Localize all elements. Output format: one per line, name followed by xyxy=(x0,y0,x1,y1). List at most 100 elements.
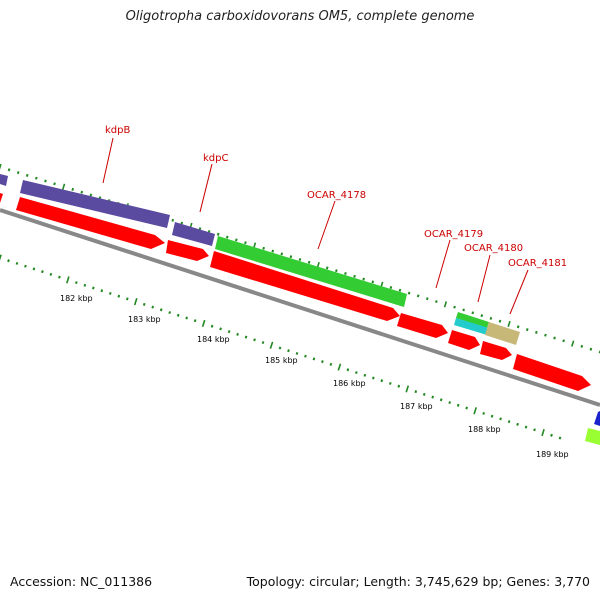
minor-tick xyxy=(58,275,61,279)
minor-tick xyxy=(261,341,265,345)
gene-kdpA-fragment[interactable] xyxy=(0,174,8,186)
minor-tick xyxy=(344,272,347,275)
minor-tick xyxy=(176,313,180,317)
minor-tick xyxy=(180,221,184,225)
gene-OCAR-4179[interactable] xyxy=(456,312,489,328)
minor-tick xyxy=(171,218,175,222)
gene-OCAR-4180[interactable] xyxy=(454,318,489,335)
cds-arrow[interactable] xyxy=(210,251,400,321)
minor-tick xyxy=(558,436,562,440)
minor-tick xyxy=(225,235,229,239)
minor-tick xyxy=(471,311,475,315)
outer-feature-track xyxy=(0,174,600,445)
minor-tick xyxy=(24,264,27,268)
minor-tick xyxy=(235,238,238,242)
major-tick xyxy=(0,163,2,170)
minor-tick xyxy=(355,371,358,374)
minor-tick xyxy=(216,232,220,236)
major-tick xyxy=(571,340,575,347)
minor-tick xyxy=(295,351,299,355)
minor-tick xyxy=(7,259,10,263)
minor-tick xyxy=(524,425,528,429)
major-tick xyxy=(269,341,274,349)
minor-tick xyxy=(271,249,275,253)
minor-tick xyxy=(439,398,443,402)
major-tick xyxy=(443,301,448,308)
minor-tick xyxy=(307,260,311,264)
minor-tick xyxy=(25,173,29,177)
gene-label-OCAR-4181[interactable]: OCAR_4181 xyxy=(508,258,567,269)
minor-tick xyxy=(100,289,104,293)
minor-tick xyxy=(278,346,282,350)
minor-tick xyxy=(480,314,484,318)
major-tick xyxy=(62,183,66,190)
scale-label: 187 kbp xyxy=(400,402,433,411)
scale-labels: 182 kbp 183 kbp 184 kbp 185 kbp 186 kbp … xyxy=(60,294,569,459)
minor-tick xyxy=(398,288,402,292)
minor-tick xyxy=(117,294,121,298)
minor-tick xyxy=(168,311,172,315)
minor-tick xyxy=(219,327,222,331)
minor-tick xyxy=(325,266,329,270)
major-tick xyxy=(507,320,511,328)
major-tick xyxy=(201,319,206,328)
minor-tick xyxy=(533,428,536,432)
major-tick xyxy=(133,298,138,306)
gene-blue-feature[interactable] xyxy=(594,411,600,426)
minor-tick xyxy=(312,357,316,361)
minor-tick xyxy=(516,422,519,426)
cds-arrow[interactable] xyxy=(16,197,165,249)
minor-tick xyxy=(244,335,248,339)
minor-tick xyxy=(244,241,247,245)
minor-tick xyxy=(53,182,56,186)
major-tick xyxy=(337,363,342,371)
minor-tick xyxy=(151,305,155,309)
major-tick xyxy=(66,276,70,284)
minor-tick xyxy=(185,316,188,320)
minor-tick xyxy=(142,302,146,306)
minor-tick xyxy=(16,171,20,175)
minor-tick xyxy=(482,412,485,415)
minor-tick xyxy=(7,168,11,172)
scale-label: 182 kbp xyxy=(60,294,93,303)
minor-tick xyxy=(92,286,95,290)
gene-label-OCAR-4178[interactable]: OCAR_4178 xyxy=(307,190,366,201)
gene-OCAR-4181[interactable] xyxy=(485,322,520,345)
minor-tick xyxy=(431,395,435,399)
gene-kdpC[interactable] xyxy=(172,222,215,246)
scale-label: 184 kbp xyxy=(197,335,230,344)
minor-tick xyxy=(416,294,420,298)
minor-tick xyxy=(262,246,265,250)
minor-tick xyxy=(407,291,411,295)
minor-tick xyxy=(289,255,293,259)
minor-tick xyxy=(108,291,112,295)
scale-label: 185 kbp xyxy=(265,356,298,365)
minor-tick xyxy=(353,274,356,278)
gene-label-OCAR-4179[interactable]: OCAR_4179 xyxy=(424,229,483,240)
cds-arrow[interactable] xyxy=(0,193,3,203)
minor-tick xyxy=(89,193,93,197)
gene-label-kdpC[interactable]: kdpC xyxy=(203,153,228,164)
gene-labels: kdpB kdpC OCAR_4178 OCAR_4179 OCAR_4180 … xyxy=(102,125,567,315)
minor-tick xyxy=(489,316,493,320)
minor-tick xyxy=(435,300,438,303)
minor-tick xyxy=(553,336,556,340)
cds-arrow[interactable] xyxy=(397,313,448,338)
gene-OCAR-4178[interactable] xyxy=(215,236,407,307)
minor-tick xyxy=(422,392,426,396)
gene-kdpB[interactable] xyxy=(20,180,170,228)
minor-tick xyxy=(453,305,456,309)
gene-label-kdpB[interactable]: kdpB xyxy=(105,125,130,136)
minor-tick xyxy=(32,267,36,271)
gene-label-OCAR-4180[interactable]: OCAR_4180 xyxy=(464,243,523,254)
cds-arrow[interactable] xyxy=(513,354,591,391)
cds-arrow[interactable] xyxy=(480,341,512,360)
minor-tick xyxy=(362,277,365,281)
cds-arrow[interactable] xyxy=(166,240,209,261)
minor-tick xyxy=(210,324,214,328)
gene-lime-feature[interactable] xyxy=(585,428,600,445)
minor-tick xyxy=(544,333,547,337)
cds-arrow[interactable] xyxy=(448,330,480,350)
